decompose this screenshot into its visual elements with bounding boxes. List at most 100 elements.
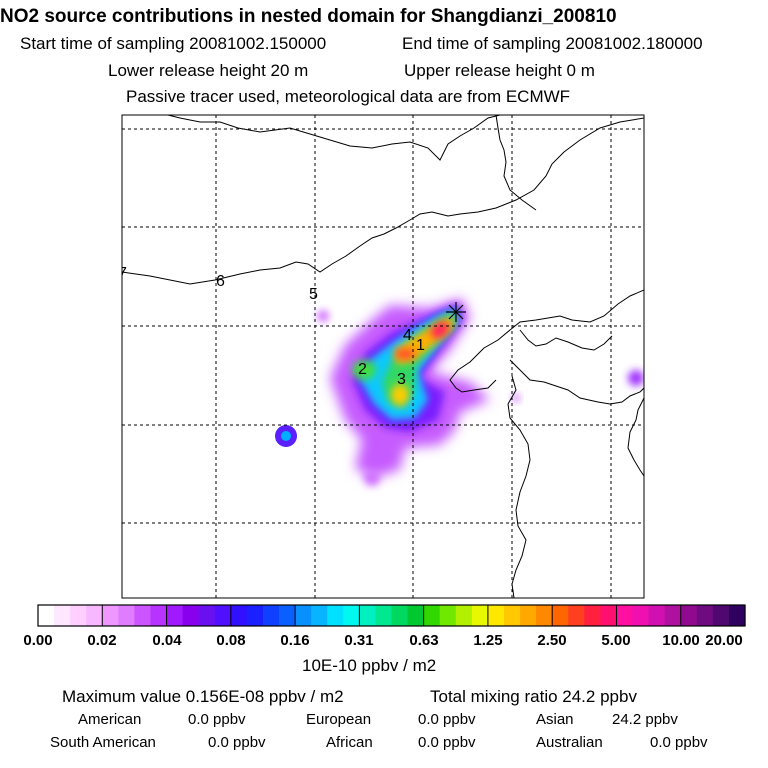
source-label-1: 1	[416, 337, 425, 354]
colorbar-segment	[134, 605, 152, 626]
colorbar-segment	[552, 605, 569, 626]
patch-east	[628, 370, 644, 386]
region-name-south-american: South American	[50, 734, 156, 751]
colorbar-segment	[118, 605, 136, 626]
colorbar-tick-9: 5.00	[601, 632, 631, 649]
colorbar-segment	[327, 605, 344, 626]
colorbar-segment	[407, 605, 425, 626]
colorbar-segment	[54, 605, 71, 626]
region-value-european: 0.0 ppbv	[418, 711, 476, 728]
source-label-4: 4	[403, 327, 412, 344]
chart-title: NO2 source contributions in nested domai…	[0, 6, 617, 27]
colorbar-tick-8: 2.50	[537, 632, 567, 649]
colorbar-segment	[214, 605, 232, 626]
source-label-6: 6	[216, 273, 225, 290]
region-value-african: 0.0 ppbv	[418, 734, 476, 751]
colorbar-segment	[728, 605, 746, 626]
colorbar-segment	[696, 605, 714, 626]
colorbar-segment	[375, 605, 393, 626]
colorbar-segment	[166, 605, 184, 626]
colorbar-segment	[455, 605, 473, 626]
colorbar-segment	[262, 605, 280, 626]
patch-north	[317, 310, 329, 322]
colorbar-segment	[584, 605, 601, 626]
source-label-3: 3	[397, 371, 406, 388]
colorbar-segment	[680, 605, 698, 626]
colorbar-segment	[471, 605, 489, 626]
colorbar-segment	[423, 605, 441, 626]
region-name-asian: Asian	[536, 711, 574, 728]
colorbar-segment	[150, 605, 168, 626]
colorbar-unit: 10E-10 ppbv / m2	[302, 656, 437, 675]
colorbar-tick-2: 0.04	[152, 632, 182, 649]
colorbar-tick-0: 0.00	[23, 632, 53, 649]
boundaries	[122, 115, 644, 598]
colorbar-segment	[503, 605, 521, 626]
colorbar-segment	[295, 605, 312, 626]
colorbar-segment	[648, 605, 666, 626]
colorbar-segment	[246, 605, 264, 626]
colorbar-tick-10: 10.00	[662, 632, 700, 649]
region-name-american: American	[78, 711, 142, 728]
colorbar-tick-6: 0.63	[409, 632, 439, 649]
grid	[122, 115, 644, 598]
coastline-bohai	[449, 289, 644, 393]
start-time: Start time of sampling 20081002.150000	[20, 34, 327, 53]
coastline-shandong	[507, 375, 531, 598]
colorbar-segment	[536, 605, 553, 626]
patch-south	[364, 470, 380, 486]
colorbar-segment	[616, 605, 634, 626]
colorbar-segment	[102, 605, 119, 626]
colorbar-segment	[198, 605, 216, 626]
colorbar-segment	[487, 605, 505, 626]
colorbar-segment	[664, 605, 682, 626]
source-label-5: 5	[309, 286, 318, 303]
colorbar-segment	[600, 605, 618, 626]
colorbar-segment	[712, 605, 730, 626]
colorbar-segment	[568, 605, 585, 626]
border-mongolia	[122, 117, 644, 285]
region-value-australian: 0.0 ppbv	[650, 734, 708, 751]
maximum-value: Maximum value 0.156E-08 ppbv / m2	[62, 687, 344, 706]
colorbar-segment	[311, 605, 328, 626]
colorbar-tick-7: 1.25	[473, 632, 503, 649]
receptor-star-icon	[446, 302, 466, 322]
plume-core-yellow	[391, 384, 409, 406]
colorbar-segment	[182, 605, 200, 626]
colorbar-tick-4: 0.16	[280, 632, 310, 649]
region-value-american: 0.0 ppbv	[188, 711, 246, 728]
colorbar-segment	[230, 605, 248, 626]
colorbar-segment	[439, 605, 457, 626]
region-value-asian: 24.2 ppbv	[612, 711, 678, 728]
source-label-2: 2	[358, 361, 367, 378]
border-manchuria	[495, 115, 537, 211]
region-name-australian: Australian	[536, 734, 603, 751]
colorbar-segment	[86, 605, 103, 626]
total-mixing-ratio: Total mixing ratio 24.2 ppbv	[430, 687, 637, 706]
patch-east2	[512, 394, 520, 402]
end-time: End time of sampling 20081002.180000	[402, 34, 703, 53]
colorbar-segment	[70, 605, 87, 626]
coast-bay	[519, 329, 613, 351]
region-value-south-american: 0.0 ppbv	[208, 734, 266, 751]
colorbar-tick-1: 0.02	[87, 632, 117, 649]
receptor-ray-d2	[448, 304, 464, 320]
colorbar-segment	[343, 605, 360, 626]
lower-release-height: Lower release height 20 m	[108, 61, 309, 80]
colorbar-segment	[38, 605, 55, 626]
coastline-korea	[627, 397, 644, 477]
plume-core-red2	[395, 349, 415, 359]
colorbar-segment	[520, 605, 537, 626]
colorbar	[38, 605, 746, 626]
upper-release-height: Upper release height 0 m	[404, 61, 595, 80]
plume-core-green-west	[352, 360, 376, 380]
coastline-liaodong	[509, 359, 644, 405]
colorbar-segment	[632, 605, 650, 626]
colorbar-tick-3: 0.08	[216, 632, 246, 649]
colorbar-segment	[391, 605, 409, 626]
source-label-7: 7	[118, 265, 127, 282]
isolated-blob-core	[281, 431, 291, 441]
region-name-african: African	[326, 734, 373, 751]
region-name-european: European	[306, 711, 372, 728]
